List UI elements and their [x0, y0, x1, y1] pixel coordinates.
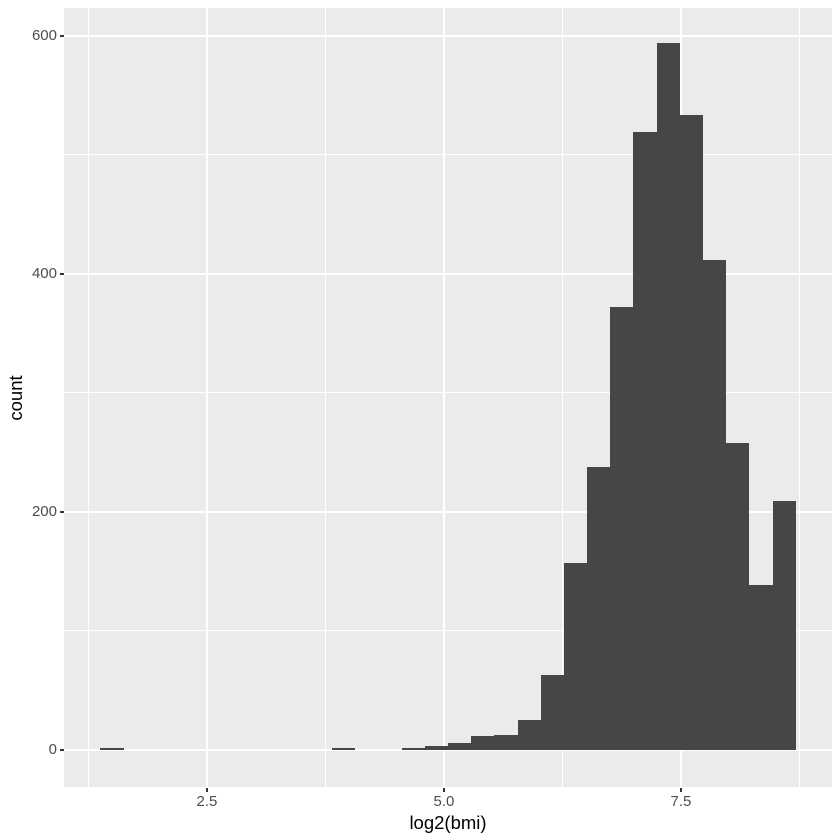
histogram-bar	[633, 132, 657, 750]
y-tick-mark	[59, 272, 64, 275]
gridline-major-horizontal	[64, 272, 832, 275]
histogram-bar	[772, 501, 796, 750]
histogram-bar	[702, 259, 727, 750]
x-axis-title: log2(bmi)	[409, 812, 487, 833]
gridline-major-horizontal	[64, 748, 832, 751]
y-tick-label: 600	[31, 26, 57, 44]
histogram-bar	[656, 43, 680, 750]
x-tick-label: 2.5	[196, 793, 218, 810]
gridline-minor-horizontal	[64, 630, 832, 632]
gridline-minor-vertical	[561, 8, 563, 787]
gridline-minor-horizontal	[64, 154, 832, 156]
x-tick-label: 7.5	[670, 793, 692, 810]
y-tick-mark	[59, 748, 64, 751]
histogram-bar	[563, 563, 588, 750]
histogram-bar	[517, 720, 541, 750]
histogram-bar	[540, 675, 564, 750]
gridline-minor-horizontal	[64, 392, 832, 394]
histogram-bar	[100, 747, 124, 750]
gridline-minor-vertical	[87, 8, 89, 787]
histogram-bar	[587, 466, 611, 750]
x-tick-mark	[205, 787, 208, 792]
y-axis-title: count	[5, 374, 26, 421]
histogram-bar	[424, 746, 449, 750]
gridline-major-vertical	[205, 8, 208, 787]
histogram-bar	[610, 307, 634, 750]
x-tick-label: 5.0	[433, 793, 455, 810]
histogram-bar	[749, 584, 773, 750]
histogram-bar	[494, 734, 518, 750]
histogram-bar	[332, 747, 356, 750]
gridline-minor-vertical	[798, 8, 800, 787]
x-tick-mark	[442, 787, 445, 792]
histogram-bar	[471, 735, 495, 750]
gridline-minor-vertical	[324, 8, 326, 787]
plot-panel	[64, 8, 832, 787]
y-tick-label: 400	[31, 264, 57, 282]
histogram-bar	[401, 747, 425, 750]
y-tick-mark	[59, 510, 64, 513]
gridline-major-horizontal	[64, 34, 832, 37]
y-tick-label: 0	[48, 740, 57, 758]
histogram-bar	[448, 742, 472, 750]
histogram-bar	[679, 114, 703, 750]
x-tick-mark	[679, 787, 682, 792]
histogram-bar	[726, 442, 750, 750]
y-tick-mark	[59, 34, 64, 37]
gridline-major-horizontal	[64, 510, 832, 513]
y-tick-label: 200	[31, 502, 57, 520]
gridline-major-vertical	[442, 8, 445, 787]
